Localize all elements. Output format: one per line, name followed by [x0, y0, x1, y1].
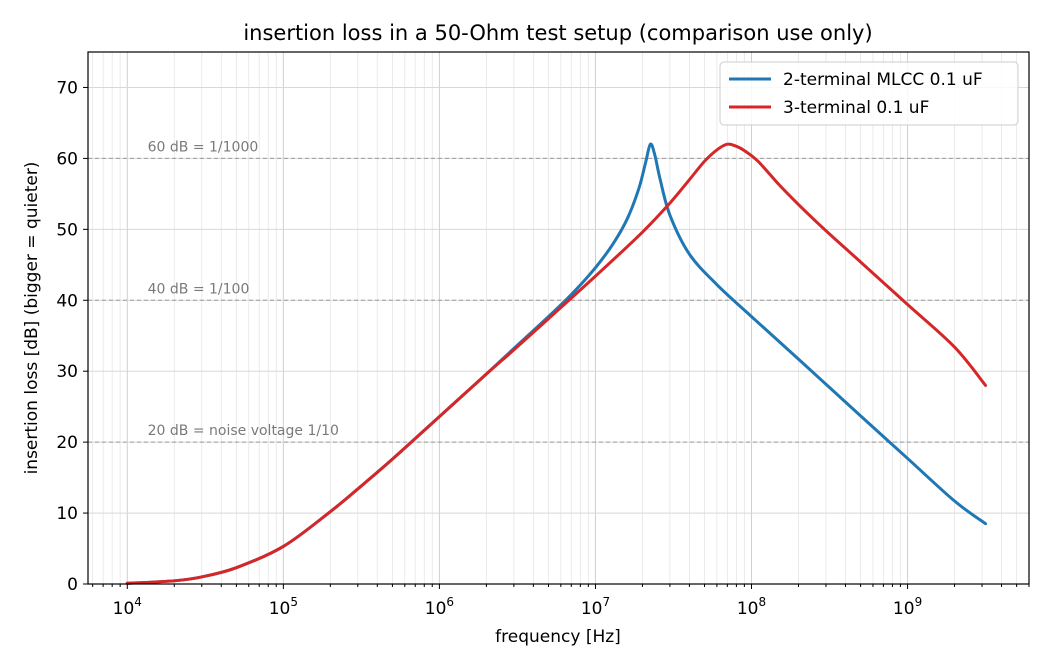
reference-line-label: 20 dB = noise voltage 1/10: [148, 423, 339, 439]
y-tick-label: 20: [56, 433, 78, 453]
legend-label: 3-terminal 0.1 uF: [783, 98, 929, 118]
x-tick-label: 108: [737, 595, 766, 619]
y-tick-label: 10: [56, 504, 78, 524]
x-tick-label: 107: [581, 595, 610, 619]
reference-line-label: 60 dB = 1/1000: [148, 139, 259, 155]
x-axis-label: frequency [Hz]: [495, 627, 621, 647]
x-tick-label: 109: [893, 595, 922, 619]
x-tick-label: 105: [269, 595, 298, 619]
reference-lines: 60 dB = 1/1000 40 dB = 1/100 20 dB = noise…: [88, 139, 1029, 443]
y-tick-label: 50: [56, 220, 78, 240]
legend: 2-terminal MLCC 0.1 uF 3-terminal 0.1 uF: [719, 61, 1019, 126]
plot-area-frame: [87, 51, 1030, 585]
chart-title: insertion loss in a 50-Ohm test setup (c…: [243, 21, 872, 45]
series-line-2: [125, 142, 988, 585]
x-tick-label: 104: [113, 595, 142, 619]
legend-box: [719, 61, 1019, 126]
reference-line-label: 40 dB = 1/100: [148, 281, 250, 297]
series-lines: [125, 142, 988, 585]
axis-ticks: 104 105 106 107 108 109 0 10 20 30 40 50 60 70: [56, 78, 1030, 619]
y-tick-label: 40: [56, 291, 78, 311]
y-tick-label: 30: [56, 362, 78, 382]
x-tick-label: 106: [425, 595, 454, 619]
y-tick-label: 0: [67, 575, 78, 595]
legend-label: 2-terminal MLCC 0.1 uF: [783, 70, 983, 90]
y-axis-label: insertion loss [dB] (bigger = quieter): [22, 162, 42, 475]
y-tick-label: 60: [56, 149, 78, 169]
y-tick-label: 70: [56, 78, 78, 98]
